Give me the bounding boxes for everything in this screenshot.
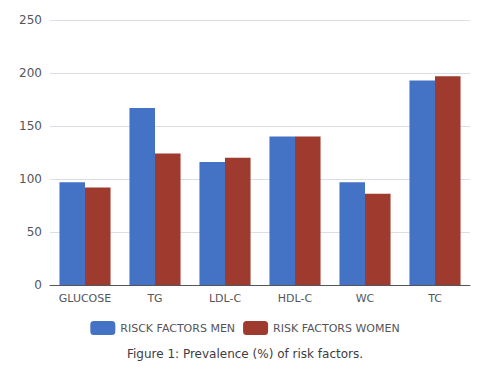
svg-text:TC: TC (427, 292, 442, 305)
svg-text:HDL-C: HDL-C (278, 292, 313, 305)
svg-text:Figure 1: Prevalence (%) of ri: Figure 1: Prevalence (%) of risk factors… (127, 347, 363, 361)
svg-text:RISCK FACTORS MEN: RISCK FACTORS MEN (120, 322, 235, 335)
svg-text:150: 150 (19, 119, 42, 133)
svg-text:RISK FACTORS WOMEN: RISK FACTORS WOMEN (273, 322, 400, 335)
svg-text:100: 100 (19, 172, 42, 186)
svg-text:WC: WC (356, 292, 375, 305)
svg-text:GLUCOSE: GLUCOSE (59, 292, 111, 305)
svg-text:250: 250 (19, 13, 42, 27)
svg-text:TG: TG (146, 292, 162, 305)
svg-text:50: 50 (27, 225, 42, 239)
svg-text:LDL-C: LDL-C (209, 292, 242, 305)
svg-text:0: 0 (34, 278, 42, 292)
svg-text:200: 200 (19, 66, 42, 80)
